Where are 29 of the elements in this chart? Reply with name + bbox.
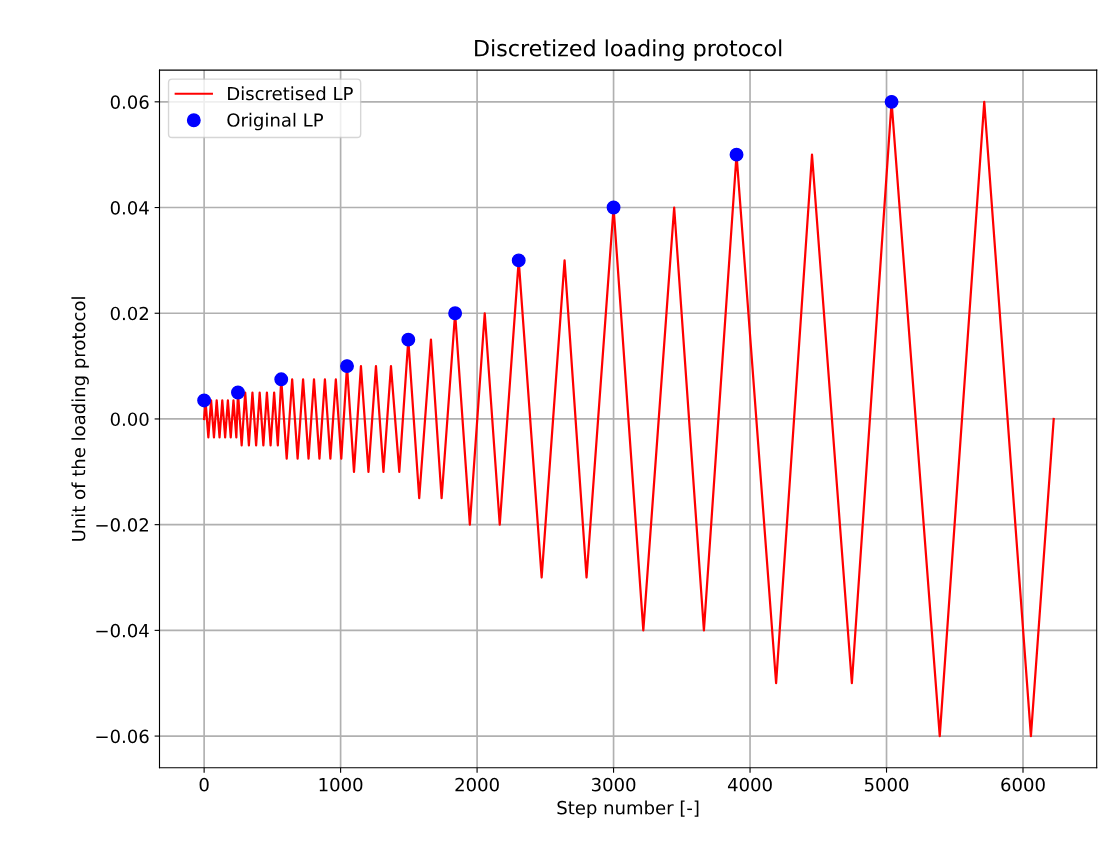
y-tick-label: 0.06	[110, 95, 149, 109]
x-tick-label: 0	[199, 777, 209, 792]
y-tick-label: −0.02	[96, 518, 148, 532]
point	[340, 359, 354, 374]
legend-label: Original LP	[227, 112, 324, 131]
point	[729, 147, 744, 162]
x-tick-label: 5000	[864, 777, 909, 792]
x-tick-label: 1000	[319, 777, 363, 792]
y-tick-label: 0.00	[110, 412, 149, 427]
y-tick-label: −0.04	[96, 623, 149, 638]
chart-title: Discretized loading protocol	[475, 39, 782, 61]
legend-label: Discretised LP	[228, 86, 353, 101]
y-tick-label: −0.06	[96, 729, 149, 744]
point	[274, 372, 289, 387]
point	[401, 332, 416, 347]
x-tick-label: 4000	[727, 777, 772, 792]
point	[231, 385, 245, 400]
point	[606, 200, 621, 215]
x-axis-title: Step number [-]	[557, 800, 699, 819]
point	[511, 253, 526, 268]
x-tick-label: 3000	[591, 777, 636, 792]
y-tick-label: 0.02	[110, 306, 148, 321]
y-tick-label: 0.04	[110, 200, 149, 215]
x-tick-label: 6000	[1001, 777, 1045, 792]
point	[884, 94, 899, 109]
point	[448, 306, 463, 321]
point	[197, 393, 212, 408]
x-tick-label: 2000	[455, 777, 499, 792]
y-axis-title: Unit of the loading protocol	[71, 297, 89, 541]
